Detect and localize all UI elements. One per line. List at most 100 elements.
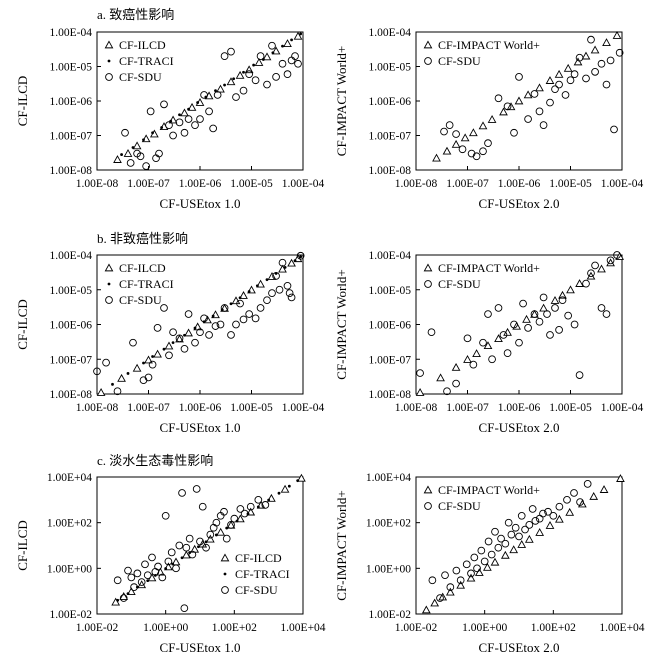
data-point xyxy=(582,74,590,83)
data-point xyxy=(144,373,153,382)
data-point xyxy=(511,523,520,532)
x-axis-label: CF-USEtox 2.0 xyxy=(479,420,560,435)
data-point xyxy=(441,571,449,580)
data-point xyxy=(415,388,425,396)
data-point xyxy=(180,344,189,353)
legend-label: CF-SDU xyxy=(438,499,481,513)
x-tick-label: 1.00E-02 xyxy=(76,622,119,634)
data-point xyxy=(479,147,487,156)
legend-label: CF-TRACI xyxy=(119,54,174,68)
data-point xyxy=(606,258,615,267)
data-point xyxy=(443,387,451,396)
data-point xyxy=(131,146,135,149)
data-point xyxy=(261,501,270,509)
legend-marker xyxy=(223,572,227,576)
chart-b-left: 1.00E-08 1.00E-07 1.00E-06 1.00E-05 1.00E-04… xyxy=(15,231,324,435)
data-point xyxy=(570,320,579,329)
data-point xyxy=(119,594,128,602)
x-tick-label: 1.00E+02 xyxy=(212,622,257,634)
data-point xyxy=(283,70,292,79)
y-tick-label: 1.00E-08 xyxy=(369,165,412,177)
x-tick-label: 1.00E+04 xyxy=(599,622,644,634)
x-tick-label: 1.00E-08 xyxy=(395,402,438,414)
data-point xyxy=(452,379,460,388)
data-point xyxy=(226,77,236,86)
data-point xyxy=(137,580,147,589)
data-point xyxy=(161,511,170,520)
y-tick-label: 1.00E-05 xyxy=(369,285,412,297)
data-point xyxy=(561,91,570,99)
data-point xyxy=(239,291,248,299)
y-tick-label: 1.00E-02 xyxy=(50,609,93,621)
data-point xyxy=(539,509,547,518)
data-point xyxy=(528,505,537,513)
y-tick-label: 1.00E+04 xyxy=(366,472,411,484)
data-point xyxy=(263,80,271,89)
data-point xyxy=(517,540,527,548)
data-point xyxy=(543,310,551,318)
data-point xyxy=(231,296,241,305)
data-point xyxy=(220,304,229,312)
y-tick-label: 1.00E+02 xyxy=(366,518,411,530)
data-point xyxy=(296,251,305,260)
data-point xyxy=(555,326,563,334)
x-tick-label: 1.00E-06 xyxy=(179,402,222,414)
data-point xyxy=(442,146,452,155)
data-point xyxy=(239,315,248,324)
y-tick-label: 1.00E+00 xyxy=(47,563,92,575)
data-point xyxy=(539,303,548,312)
x-tick-label: 1.00E-04 xyxy=(282,402,325,414)
data-point xyxy=(436,594,444,602)
legend-label: CF-SDU xyxy=(119,293,162,307)
data-point xyxy=(113,155,122,163)
data-point xyxy=(175,541,184,550)
data-point xyxy=(212,518,221,527)
legend-label: CF-ILCD xyxy=(119,261,166,275)
data-point xyxy=(225,526,229,530)
data-point xyxy=(238,296,242,300)
data-point xyxy=(293,259,297,262)
legend-label: CF-SDU xyxy=(119,70,162,84)
data-point xyxy=(539,121,548,129)
data-point xyxy=(487,550,496,559)
data-point xyxy=(172,564,180,573)
x-tick-label: 1.00E-07 xyxy=(127,178,170,190)
legend-label: CF-ILCD xyxy=(235,551,282,565)
data-point xyxy=(470,553,479,562)
data-point xyxy=(245,70,253,79)
data-point xyxy=(191,121,199,129)
legend-label: CF-IMPACT World+ xyxy=(438,483,540,497)
panel-title: a. 致癌性影响 xyxy=(97,7,174,22)
data-point xyxy=(484,310,492,318)
data-point xyxy=(583,480,592,488)
data-point xyxy=(232,77,236,81)
data-point xyxy=(164,557,173,566)
data-point xyxy=(178,489,186,497)
legend-marker xyxy=(424,57,432,65)
y-tick-label: 1.00E-07 xyxy=(50,131,93,143)
data-point xyxy=(184,310,193,318)
data-point xyxy=(551,85,559,94)
data-point xyxy=(180,604,189,613)
legend-label: CF-TRACI xyxy=(119,277,174,291)
data-point xyxy=(164,341,174,350)
data-point xyxy=(499,331,508,339)
y-tick-label: 1.00E-07 xyxy=(369,354,412,366)
x-tick-label: 1.00E-04 xyxy=(601,402,644,414)
data-point xyxy=(143,571,152,580)
data-point xyxy=(191,338,199,347)
data-point xyxy=(197,545,200,549)
data-point xyxy=(416,369,424,377)
data-point xyxy=(169,328,177,337)
data-point xyxy=(254,58,264,66)
y-tick-label: 1.00E+02 xyxy=(47,518,92,530)
data-point xyxy=(503,349,512,357)
data-point xyxy=(290,38,293,42)
x-tick-label: 1.00E-04 xyxy=(601,178,644,190)
data-point xyxy=(566,285,575,294)
data-point xyxy=(271,46,281,55)
data-point xyxy=(469,128,478,137)
legend-marker xyxy=(424,502,432,510)
x-tick-label: 1.00E-05 xyxy=(230,402,273,414)
x-tick-label: 1.00E-07 xyxy=(446,402,489,414)
